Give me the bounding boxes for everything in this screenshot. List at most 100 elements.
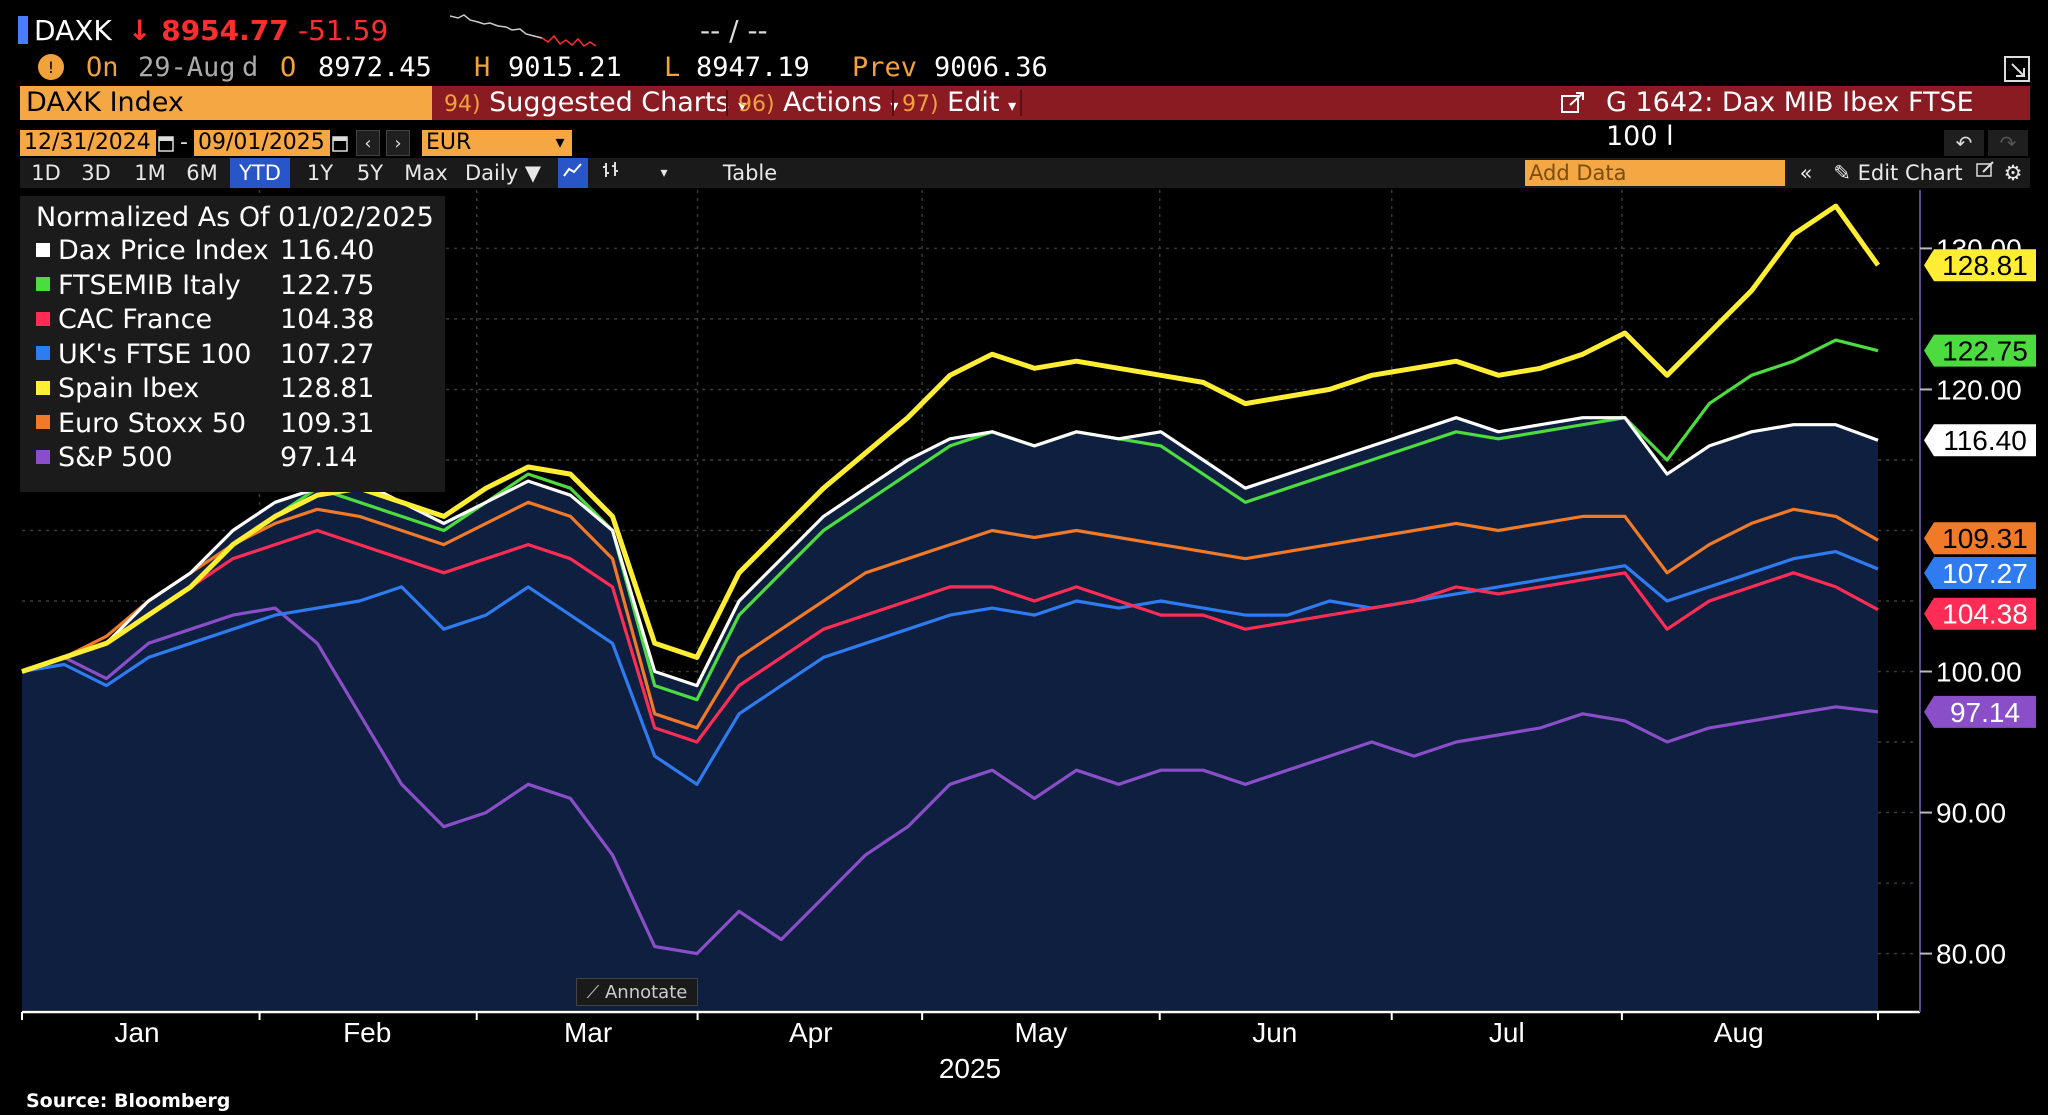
chevron-right-icon: › <box>394 133 402 154</box>
gear-button[interactable]: ⚙ <box>2000 158 2026 188</box>
chevron-down-icon: ▾ <box>890 96 899 115</box>
prev-period-button[interactable]: ‹ <box>356 130 380 156</box>
security-indicator <box>18 16 28 44</box>
quote-date: 29-Aug <box>138 52 236 83</box>
low-label: L <box>664 52 681 83</box>
series-line-6 <box>21 203 1881 674</box>
series-line-1 <box>21 549 1879 786</box>
suggested-charts-menu[interactable]: 94) Suggested Charts ▾ <box>444 86 746 120</box>
legend-swatch <box>36 242 50 257</box>
on-label: On <box>86 52 119 83</box>
chevron-down-icon: ▾ <box>738 96 747 115</box>
legend-item[interactable]: Euro Stoxx 50 109.31 <box>36 407 374 441</box>
start-date-input[interactable]: 12/31/2024 <box>20 130 156 156</box>
tag-value: 104.38 <box>1942 599 2028 630</box>
y-tick-label: 90.00 <box>1936 798 2006 829</box>
alert-bell-icon[interactable]: ! <box>36 52 66 82</box>
actions-menu[interactable]: 96) Actions ▾ <box>738 86 898 120</box>
redo-button[interactable]: ↷ <box>1988 130 2028 156</box>
calendar-icon[interactable] <box>332 134 348 152</box>
legend-item[interactable]: FTSEMIB Italy 122.75 <box>36 269 374 303</box>
table-button[interactable]: Table <box>722 161 778 185</box>
ohlc-bars-icon <box>603 162 618 177</box>
security-field[interactable]: DAXK Index <box>20 86 432 120</box>
gear-icon: ⚙ <box>2003 161 2023 185</box>
undo-button[interactable]: ↶ <box>1944 130 1984 156</box>
x-axis-title: 2025 <box>939 1053 1001 1084</box>
frequency-select[interactable]: Daily ▼ <box>465 161 541 185</box>
menu-num: 94) <box>444 92 481 117</box>
start-date-value: 12/31/2024 <box>24 130 151 155</box>
undo-icon: ↶ <box>1955 131 1973 155</box>
add-data-input[interactable]: Add Data <box>1525 160 1785 186</box>
high-value: 9015.21 <box>508 52 622 83</box>
low-value: 8947.19 <box>696 52 810 83</box>
range-3d[interactable]: 3D <box>81 161 111 185</box>
ticker-symbol[interactable]: DAXK <box>34 14 112 47</box>
quote-date-suffix: d <box>242 52 259 83</box>
double-chevron-left-icon: « <box>1799 161 1813 185</box>
range-6m[interactable]: 6M <box>186 161 218 185</box>
line-chart-button[interactable] <box>558 158 588 188</box>
chart-settings-button[interactable] <box>1972 158 1998 188</box>
bar-chart-button[interactable] <box>596 158 626 188</box>
range-1d[interactable]: 1D <box>31 161 61 185</box>
high-label: H <box>474 52 491 83</box>
last-price-value: 8954.77 <box>161 14 289 47</box>
open-label: O <box>280 52 297 83</box>
currency-dropdown-button[interactable]: ▾ <box>548 130 572 156</box>
legend-item[interactable]: Spain Ibex 128.81 <box>36 372 374 406</box>
legend-item[interactable]: UK's FTSE 100 107.27 <box>36 338 374 372</box>
tag-shape <box>1924 334 2036 367</box>
range-5y[interactable]: 5Y <box>356 161 384 185</box>
series-lines <box>21 203 1881 956</box>
chart-edit-icon <box>1976 161 1994 177</box>
end-date-input[interactable]: 09/01/2025 <box>194 130 330 156</box>
chart-type-dropdown[interactable]: ▾ <box>654 158 674 188</box>
chevron-down-icon: ▾ <box>555 132 565 153</box>
svg-text:!: ! <box>48 58 54 77</box>
legend-name: S&P 500 <box>58 442 173 473</box>
next-period-button[interactable]: › <box>386 130 410 156</box>
line-chart: Jan Feb Mar Apr May Jun Jul Aug 2025 80.00 90.00 1… <box>21 190 2036 1084</box>
range-ytd[interactable]: YTD <box>230 158 290 188</box>
prev-label: Prev <box>852 52 918 83</box>
chevron-down-icon: ▾ <box>660 165 668 181</box>
x-tick-label: Jul <box>1489 1017 1525 1048</box>
x-tick-label: Feb <box>343 1017 391 1048</box>
menu-num: 97) <box>902 92 939 117</box>
annotate-button[interactable]: ⟋ Annotate <box>576 978 698 1006</box>
currency-value: EUR <box>426 130 472 155</box>
legend-swatch <box>36 346 50 360</box>
legend-item[interactable]: S&P 500 97.14 <box>36 441 357 475</box>
benchmark-area <box>22 417 1878 1011</box>
down-arrow-icon: ↓ <box>128 14 152 47</box>
range-1y[interactable]: 1Y <box>306 161 334 185</box>
currency-select[interactable]: EUR <box>422 130 548 156</box>
menu-divider <box>726 90 728 116</box>
calendar-icon[interactable] <box>158 134 174 152</box>
legend-name: UK's FTSE 100 <box>58 338 252 370</box>
intraday-sparkline <box>450 14 597 47</box>
legend-name: Spain Ibex <box>58 373 200 404</box>
external-link-icon[interactable] <box>1560 91 1586 115</box>
chart-toolbar: 1D 3D 1M 6M YTD 1Y 5Y Max Daily ▼ ▾ Tabl… <box>20 158 2030 188</box>
collapse-button[interactable]: « <box>1792 158 1820 188</box>
range-1m[interactable]: 1M <box>134 161 166 185</box>
series-line-0 <box>21 606 1879 956</box>
y-tick-label: 120.00 <box>1936 374 2022 405</box>
x-axis: Jan Feb Mar Apr May Jun Jul Aug 2025 <box>21 1010 1920 1084</box>
menu-label: Suggested Charts <box>489 87 730 118</box>
tag-shape <box>1924 424 2036 457</box>
expand-window-icon[interactable] <box>2002 54 2032 84</box>
legend-item[interactable]: Dax Price Index 116.40 <box>36 234 374 268</box>
legend-value: 107.27 <box>280 338 375 370</box>
quote-header: DAXK ↓ 8954.77 -51.59 -- / -- <box>0 0 2048 47</box>
prev-value: 9006.36 <box>934 52 1048 83</box>
line-chart-icon <box>563 163 582 177</box>
edit-chart-button[interactable]: ✎ Edit Chart <box>1828 158 1968 188</box>
legend-item[interactable]: CAC France 104.38 <box>36 303 374 337</box>
source-note: Source: Bloomberg <box>26 1090 231 1112</box>
edit-menu[interactable]: 97) Edit ▾ <box>902 86 1016 120</box>
range-max[interactable]: Max <box>404 161 448 185</box>
